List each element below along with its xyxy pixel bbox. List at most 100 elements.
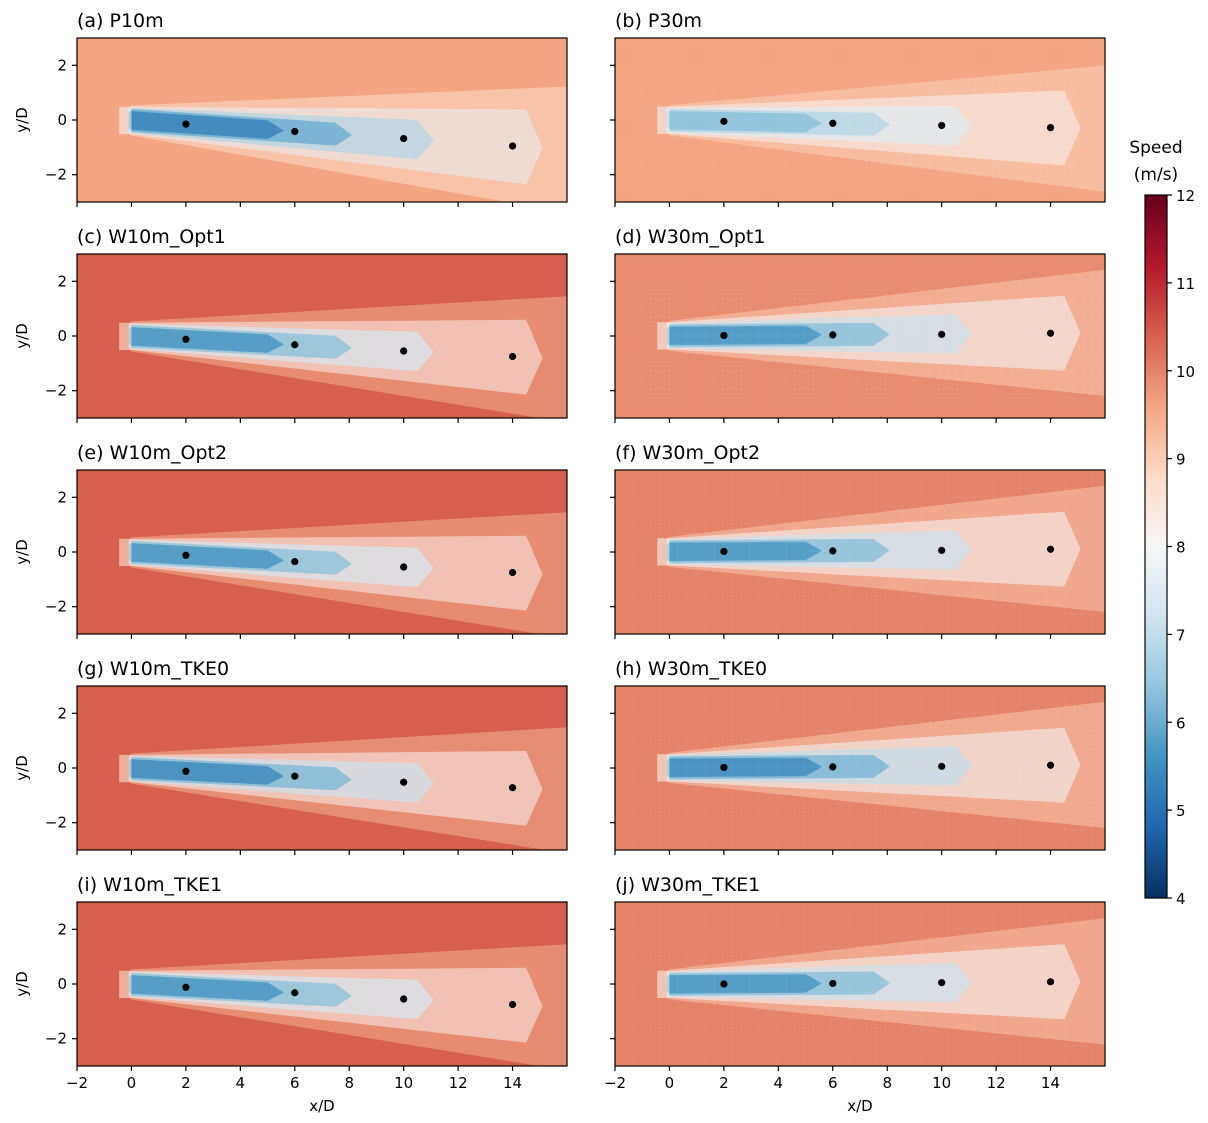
colorbar-tick-label: 7 — [1176, 626, 1186, 644]
panel-2: (c) W10m_Opt1 −2 0 2 y/D — [13, 226, 568, 423]
y-tick-label: −2 — [45, 166, 67, 184]
panel-5: (f) W30m_Opt2 — [610, 442, 1106, 639]
coarse-grid-overlay — [615, 686, 1105, 850]
colorbar-unit: (m/s) — [1134, 165, 1178, 185]
colorbar-tick-label: 10 — [1176, 363, 1195, 381]
speed-field — [77, 470, 567, 634]
wake-center-point — [1046, 761, 1055, 769]
colorbar-tick-label: 8 — [1176, 539, 1186, 557]
x-tick-label: 0 — [127, 1074, 137, 1092]
coarse-grid-overlay — [615, 470, 1105, 634]
wake-center-point — [720, 980, 728, 988]
x-tick-label: 12 — [987, 1074, 1006, 1092]
x-tick-label: 4 — [774, 1074, 784, 1092]
speed-field — [77, 254, 567, 418]
wake-center-point — [291, 557, 299, 566]
x-tick-label: −2 — [604, 1074, 626, 1092]
wake-center-point — [182, 983, 190, 991]
wake-center-point — [1046, 124, 1055, 132]
panel-title: (h) W30m_TKE0 — [615, 658, 767, 680]
speed-field — [77, 38, 567, 202]
y-axis-label: y/D — [13, 971, 31, 996]
y-tick-label: 0 — [57, 327, 67, 345]
coarse-grid-overlay — [615, 902, 1105, 1066]
wake-center-point — [1046, 545, 1055, 553]
wake-center-point — [508, 568, 517, 577]
y-tick-label: −2 — [45, 1030, 67, 1048]
induction-zone — [657, 538, 670, 566]
colorbar-tick-label: 9 — [1176, 451, 1186, 469]
wake-center-point — [938, 330, 946, 338]
wake-center-point — [291, 341, 299, 349]
wake-center-point — [1046, 329, 1055, 337]
y-axis-label: y/D — [13, 755, 31, 780]
colorbar-gradient — [1145, 195, 1167, 898]
y-tick-label: 2 — [57, 272, 67, 290]
x-tick-label: 14 — [503, 1074, 522, 1092]
colorbar: 4 5 6 7 8 9 10 11 12 Speed (m/s) — [1129, 138, 1195, 908]
wake-center-point — [182, 335, 190, 343]
wake-center-point — [291, 127, 299, 136]
wake-layer-4 — [666, 325, 822, 346]
wake-center-point — [400, 563, 408, 571]
panel-6: (g) W10m_TKE0 −2 0 2 y/D — [13, 658, 568, 855]
wake-center-point — [182, 120, 190, 128]
x-tick-label: 14 — [1041, 1074, 1060, 1092]
wake-layer-4 — [128, 975, 284, 1001]
x-tick-label: 6 — [290, 1074, 300, 1092]
induction-zone — [657, 106, 670, 134]
panel-7: (h) W30m_TKE0 — [610, 658, 1106, 855]
speed-field — [615, 902, 1105, 1066]
y-tick-label: 0 — [57, 759, 67, 777]
panel-title: (c) W10m_Opt1 — [77, 226, 226, 248]
wake-layer-4 — [128, 111, 284, 139]
wake-center-point — [829, 119, 837, 127]
wake-center-point — [720, 117, 728, 125]
speed-field — [615, 38, 1105, 202]
speed-field — [615, 470, 1105, 634]
x-axis-label: x/D — [309, 1097, 334, 1115]
wake-layer-4 — [666, 757, 822, 778]
colorbar-tick-label: 6 — [1176, 714, 1186, 732]
y-tick-label: 0 — [57, 975, 67, 993]
y-tick-label: 2 — [57, 920, 67, 938]
colorbar-title: Speed — [1129, 138, 1182, 158]
speed-field — [77, 902, 567, 1066]
wake-center-point — [182, 551, 190, 559]
colorbar-tick-label: 12 — [1176, 187, 1195, 205]
panel-1: (b) P30m — [610, 10, 1106, 207]
x-tick-label: 8 — [344, 1074, 354, 1092]
speed-field — [615, 254, 1105, 418]
y-tick-label: −2 — [45, 382, 67, 400]
panel-title: (j) W30m_TKE1 — [615, 874, 760, 896]
wake-center-point — [400, 778, 408, 786]
x-tick-label: 4 — [236, 1074, 246, 1092]
wake-center-point — [1046, 978, 1055, 986]
panel-title: (b) P30m — [615, 10, 702, 32]
wake-center-point — [720, 763, 728, 772]
wake-center-point — [400, 995, 408, 1003]
wake-center-point — [938, 979, 946, 987]
wake-layer-4 — [128, 759, 284, 785]
y-tick-label: 2 — [57, 56, 67, 74]
x-tick-label: 10 — [932, 1074, 951, 1092]
wake-center-point — [938, 546, 946, 554]
wake-center-point — [400, 134, 408, 143]
x-tick-label: −2 — [66, 1074, 88, 1092]
wake-center-point — [720, 547, 728, 556]
panel-3: (d) W30m_Opt1 — [610, 226, 1106, 423]
wake-layer-4 — [666, 541, 822, 562]
panel-title: (e) W10m_Opt2 — [77, 442, 227, 464]
y-tick-label: 0 — [57, 543, 67, 561]
y-axis-label: y/D — [13, 323, 31, 348]
wake-center-point — [508, 352, 517, 361]
panel-title: (f) W30m_Opt2 — [615, 442, 760, 464]
induction-zone — [657, 754, 670, 782]
wake-center-point — [829, 979, 837, 988]
panel-4: (e) W10m_Opt2 −2 0 2 y/D — [13, 442, 568, 639]
x-tick-label: 2 — [181, 1074, 191, 1092]
panel-title: (g) W10m_TKE0 — [77, 658, 229, 680]
wake-layer-4 — [666, 974, 822, 994]
wake-center-point — [291, 989, 299, 997]
y-tick-label: −2 — [45, 814, 67, 832]
